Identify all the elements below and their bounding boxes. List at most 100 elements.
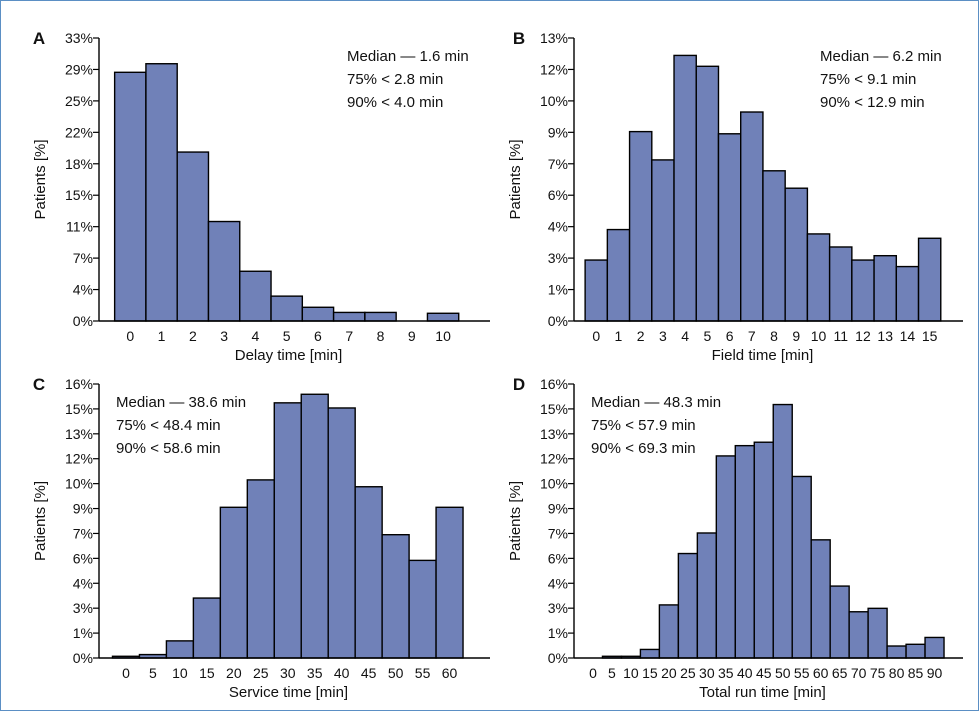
x-tick-label-d-6: 30 [699, 665, 715, 681]
x-axis-title-b: Field time [min] [712, 347, 814, 364]
x-tick-label-b-0: 0 [592, 328, 600, 344]
x-tick-label-b-5: 5 [703, 328, 711, 344]
x-tick-label-b-3: 3 [659, 328, 667, 344]
x-tick-label-c-8: 40 [334, 665, 350, 681]
bar-b-1 [606, 228, 631, 322]
panel-letter-b: B [513, 29, 525, 48]
x-tick-label-a-9: 9 [408, 328, 416, 344]
y-tick-label-c-11: 16% [65, 376, 93, 392]
y-tick-label-b-7: 10% [540, 93, 568, 109]
bar-d-5 [696, 532, 718, 659]
y-tick-label-d-7: 10% [540, 476, 568, 492]
x-tick-label-a-6: 6 [314, 328, 322, 344]
x-tick-label-c-4: 20 [226, 665, 242, 681]
x-tick-label-b-14: 14 [900, 328, 916, 344]
x-tick-label-c-6: 30 [280, 665, 296, 681]
y-tick-label-c-2: 3% [73, 600, 93, 616]
x-tick-label-a-7: 7 [345, 328, 353, 344]
stats-line-b-0: Median — 6.2 min [820, 48, 942, 65]
stats-line-d-1: 75% < 57.9 min [591, 417, 696, 434]
bar-b-6 [717, 133, 742, 322]
bar-b-13 [873, 254, 898, 322]
x-tick-label-a-0: 0 [126, 328, 134, 344]
x-tick-label-a-10: 10 [435, 328, 451, 344]
bar-c-2 [165, 640, 195, 659]
bar-a-1 [145, 63, 178, 322]
x-tick-label-c-3: 15 [199, 665, 215, 681]
bar-d-13 [848, 611, 869, 659]
bar-a-3 [207, 220, 241, 322]
bar-b-15 [917, 237, 942, 322]
y-tick-label-a-5: 18% [65, 156, 93, 172]
x-tick-label-d-2: 10 [623, 665, 639, 681]
x-tick-label-a-2: 2 [189, 328, 197, 344]
x-tick-label-b-12: 12 [855, 328, 871, 344]
y-tick-label-b-2: 3% [548, 250, 568, 266]
x-tick-label-c-5: 25 [253, 665, 269, 681]
x-tick-label-c-1: 5 [149, 665, 157, 681]
y-tick-label-d-0: 0% [548, 650, 568, 666]
bar-d-2 [639, 648, 661, 659]
y-tick-label-a-0: 0% [73, 313, 93, 329]
x-tick-label-d-5: 25 [680, 665, 696, 681]
y-tick-label-d-3: 4% [548, 575, 568, 591]
y-tick-label-c-5: 7% [73, 525, 93, 541]
x-tick-label-c-9: 45 [361, 665, 377, 681]
bar-d-14 [867, 607, 888, 659]
x-tick-label-b-2: 2 [637, 328, 645, 344]
x-axis-title-a: Delay time [min] [235, 347, 343, 364]
panel-letter-a: A [33, 29, 45, 48]
bar-d-9 [772, 403, 793, 659]
y-axis-title-b: Patients [%] [507, 139, 524, 219]
bar-c-5 [246, 479, 275, 659]
y-tick-label-b-8: 12% [540, 61, 568, 77]
y-tick-label-d-11: 16% [540, 376, 568, 392]
x-tick-label-b-10: 10 [811, 328, 827, 344]
y-tick-label-a-1: 4% [73, 282, 93, 298]
y-tick-label-b-6: 9% [548, 124, 568, 140]
x-tick-label-c-12: 60 [442, 665, 458, 681]
y-tick-label-d-8: 12% [540, 451, 568, 467]
x-tick-label-d-15: 75 [870, 665, 886, 681]
y-tick-label-d-9: 13% [540, 426, 568, 442]
x-tick-label-a-1: 1 [158, 328, 166, 344]
bar-b-7 [740, 111, 764, 322]
stats-line-c-1: 75% < 48.4 min [116, 417, 221, 434]
x-tick-label-b-4: 4 [681, 328, 689, 344]
panel-letter-d: D [513, 375, 525, 394]
bar-a-4 [239, 270, 272, 322]
bar-c-6 [273, 402, 302, 659]
bar-d-11 [810, 539, 831, 659]
y-axis-title-c: Patients [%] [32, 481, 49, 561]
x-tick-label-a-5: 5 [283, 328, 291, 344]
x-tick-label-d-11: 55 [794, 665, 810, 681]
x-tick-label-b-1: 1 [615, 328, 623, 344]
x-tick-label-b-15: 15 [922, 328, 938, 344]
stats-line-d-2: 90% < 69.3 min [591, 440, 696, 457]
y-tick-label-c-9: 13% [65, 426, 93, 442]
bar-b-9 [784, 187, 809, 322]
y-tick-label-a-9: 33% [65, 30, 93, 46]
bar-b-14 [895, 265, 920, 322]
bar-d-4 [677, 552, 699, 659]
x-tick-label-d-18: 90 [927, 665, 943, 681]
y-tick-label-d-1: 1% [548, 625, 568, 641]
bar-b-3 [651, 159, 675, 322]
bar-c-7 [300, 393, 329, 659]
bar-c-11 [408, 559, 437, 659]
x-tick-label-c-10: 50 [388, 665, 404, 681]
y-tick-label-d-2: 3% [548, 600, 568, 616]
stats-line-c-2: 90% < 58.6 min [116, 440, 221, 457]
x-tick-label-d-16: 80 [889, 665, 905, 681]
y-tick-label-c-0: 0% [73, 650, 93, 666]
y-tick-label-c-10: 15% [65, 401, 93, 417]
x-tick-label-b-8: 8 [770, 328, 778, 344]
x-tick-label-c-0: 0 [122, 665, 130, 681]
x-tick-label-b-9: 9 [792, 328, 800, 344]
y-tick-label-a-6: 22% [65, 124, 93, 140]
x-tick-label-a-3: 3 [220, 328, 228, 344]
bar-b-11 [828, 246, 853, 322]
bar-b-5 [695, 65, 720, 322]
y-tick-label-b-3: 4% [548, 219, 568, 235]
x-tick-label-c-2: 10 [172, 665, 188, 681]
